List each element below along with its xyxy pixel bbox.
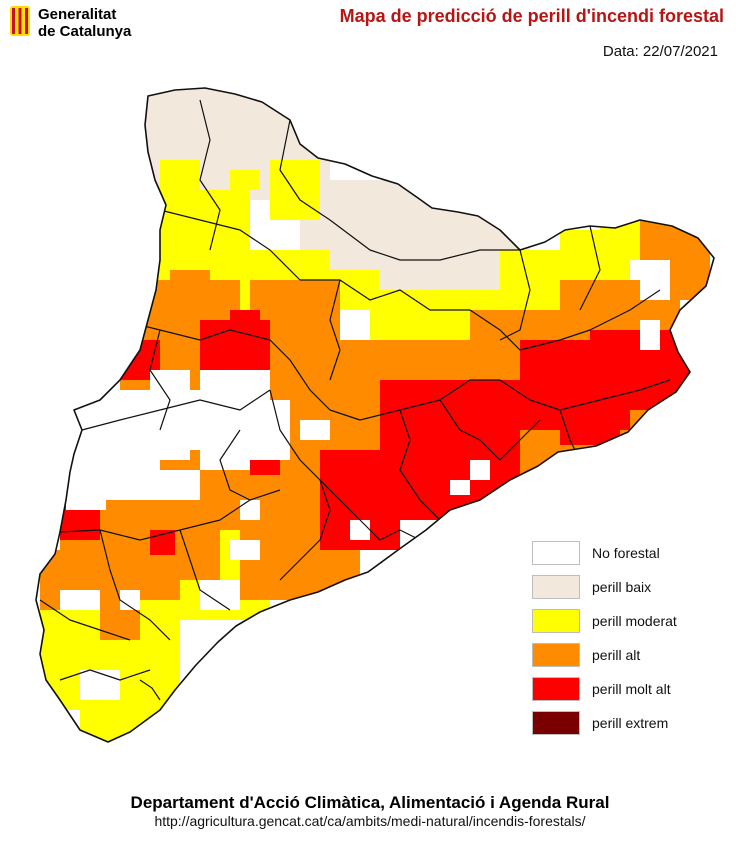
date-line: Data: 22/07/2021 — [603, 43, 718, 60]
date-value: 22/07/2021 — [642, 43, 718, 60]
legend-item-perill-moderat: perill moderat — [532, 608, 677, 634]
legend-swatch — [532, 643, 580, 667]
legend-label: perill alt — [592, 647, 641, 663]
footer: Departament d'Acció Climàtica, Alimentac… — [0, 793, 740, 830]
logo-line-2: de Catalunya — [38, 23, 132, 40]
legend-swatch — [532, 677, 580, 701]
legend-label: perill molt alt — [592, 681, 671, 697]
catalonia-outline — [35, 87, 715, 743]
legend-item-perill-baix: perill baix — [532, 574, 651, 600]
legend-item-perill-alt: perill alt — [532, 642, 640, 668]
logo-text: Generalitat de Catalunya — [38, 6, 131, 40]
legend-swatch — [532, 711, 580, 735]
legend-label: No forestal — [592, 545, 660, 561]
legend-label: perill extrem — [592, 715, 669, 731]
generalitat-logo: Generalitat de Catalunya — [10, 6, 131, 40]
legend-item-perill-molt-alt: perill molt alt — [532, 676, 671, 702]
legend-item-no-forestal: No forestal — [532, 540, 660, 566]
legend-swatch — [532, 541, 580, 565]
legend-label: perill baix — [592, 579, 652, 595]
comarca-boundaries — [39, 99, 671, 681]
legend-item-perill-extrem: perill extrem — [532, 710, 668, 736]
legend-swatch — [532, 575, 580, 599]
logo-line-1: Generalitat — [38, 6, 117, 23]
date-label: Data: — [602, 43, 639, 60]
department-name: Departament d'Acció Climàtica, Alimentac… — [130, 793, 610, 812]
legend-label: perill moderat — [592, 613, 677, 629]
legend-swatch — [532, 609, 580, 633]
page-title: Mapa de predicció de perill d'incendi fo… — [339, 6, 724, 26]
source-url: http://agricultura.gencat.cat/ca/ambits/… — [154, 813, 586, 829]
fire-risk-map — [35, 87, 715, 743]
ebro-delta-outline — [139, 679, 161, 701]
generalitat-emblem-icon — [10, 6, 30, 36]
